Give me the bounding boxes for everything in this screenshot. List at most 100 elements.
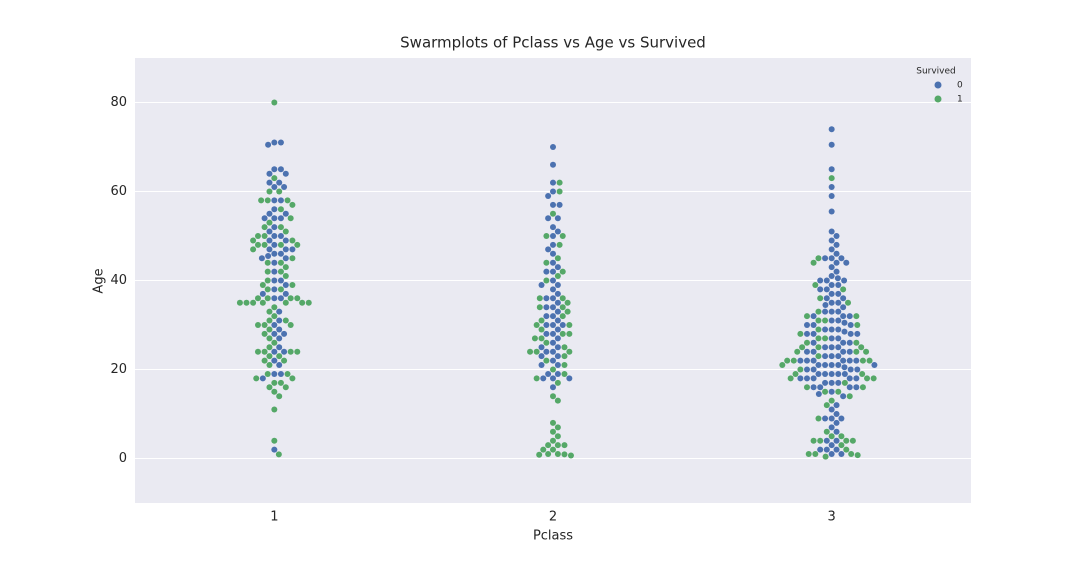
swarm-point <box>559 233 566 239</box>
swarm-point <box>266 317 273 324</box>
swarm-point <box>849 437 856 444</box>
swarm-point <box>834 275 841 282</box>
swarm-point <box>550 201 556 208</box>
swarm-point <box>845 299 852 306</box>
swarm-point <box>277 233 284 239</box>
swarm-point <box>527 348 534 355</box>
swarm-point <box>853 313 860 320</box>
swarm-point <box>277 241 284 248</box>
swarm-point <box>282 246 289 253</box>
swarm-point <box>841 277 848 284</box>
swarm-point <box>859 370 866 377</box>
swarm-point <box>550 250 556 257</box>
swarm-point <box>271 259 278 266</box>
y-tick-label: 60 <box>110 184 127 199</box>
swarm-point <box>835 299 842 306</box>
swarm-point <box>550 259 556 266</box>
swarm-point <box>550 313 556 320</box>
swarm-point <box>543 304 550 311</box>
swarm-point <box>815 362 822 369</box>
swarm-point <box>536 304 543 311</box>
swarm-point <box>281 348 288 355</box>
swarm-point <box>550 286 556 293</box>
swarm-point <box>803 348 810 355</box>
swarm-point <box>554 326 561 333</box>
swarm-point <box>840 339 847 346</box>
swarm-point <box>828 317 835 324</box>
swarm-point <box>264 277 271 284</box>
swarm-point <box>282 228 289 235</box>
swarm-point <box>828 228 835 235</box>
x-tick-label: 1 <box>270 510 278 525</box>
swarm-point <box>566 330 573 337</box>
swarm-point <box>841 364 848 371</box>
swarm-point <box>264 259 271 266</box>
swarm-point <box>817 295 824 302</box>
swarm-point <box>559 295 566 302</box>
swarm-point <box>538 335 545 342</box>
swarm-point <box>543 322 550 328</box>
swarm-point <box>258 197 265 204</box>
swarm-point <box>545 192 552 199</box>
swarm-point <box>822 379 829 386</box>
swarm-point <box>266 308 273 315</box>
swarm-point <box>271 215 278 222</box>
swarm-point <box>271 250 278 257</box>
swarm-point <box>264 295 271 302</box>
swarm-point <box>550 224 556 231</box>
swarm-point <box>784 357 791 364</box>
swarm-point <box>805 451 812 458</box>
swarm-point <box>567 452 574 459</box>
swarm-point <box>561 451 568 458</box>
swarm-point <box>559 313 566 320</box>
swarm-point <box>822 301 829 308</box>
swarm-point <box>250 299 257 306</box>
swarm-point <box>846 375 853 382</box>
swarm-point <box>287 295 294 302</box>
swarm-point <box>554 299 561 306</box>
swarm-point <box>835 326 842 333</box>
swarm-point <box>828 415 835 422</box>
swarm-point <box>815 326 822 333</box>
swarm-point <box>828 273 835 280</box>
swarm-point <box>543 233 550 239</box>
swarm-point <box>271 286 278 293</box>
swarm-point <box>810 322 817 328</box>
swarm-point <box>259 290 266 297</box>
swarm-point <box>275 451 282 458</box>
swarm-point <box>833 402 840 409</box>
swarm-point <box>823 428 830 435</box>
swarm-point <box>271 233 278 239</box>
swarm-point <box>843 446 850 453</box>
swarm-point <box>803 384 810 391</box>
swarm-point <box>838 433 845 440</box>
swarm-point <box>823 402 830 409</box>
swarm-point <box>846 313 853 320</box>
swarm-point <box>566 348 573 355</box>
swarm-point <box>815 353 822 360</box>
swarm-point <box>543 348 550 355</box>
swarm-point <box>550 179 556 186</box>
swarm-point <box>538 353 545 360</box>
swarm-point <box>828 388 835 395</box>
swarm-point <box>266 335 273 342</box>
swarm-point <box>554 290 561 297</box>
swarm-point <box>277 139 284 146</box>
swarm-point <box>828 281 835 288</box>
swarm-point <box>833 428 840 435</box>
swarm-point <box>284 197 291 204</box>
swarm-point <box>250 246 257 253</box>
swarm-point <box>294 241 301 248</box>
swarm-point <box>835 281 842 288</box>
swarm-point <box>846 348 853 355</box>
swarm-point <box>543 268 550 275</box>
swarm-point <box>822 353 829 360</box>
swarm-point <box>815 390 822 397</box>
swarm-point <box>822 370 829 377</box>
swarm-point <box>566 375 573 382</box>
swarm-point <box>554 317 561 324</box>
swarm-point <box>259 281 266 288</box>
swarm-point <box>564 308 571 315</box>
swarm-point <box>276 308 283 315</box>
